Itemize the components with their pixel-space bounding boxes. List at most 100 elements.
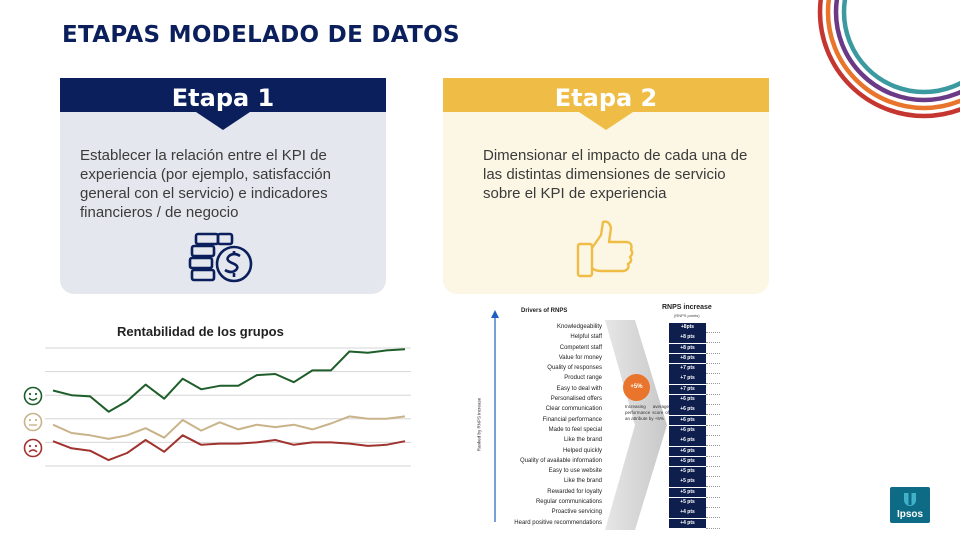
rnps-row-divider — [706, 404, 720, 406]
stage2-description: Dimensionar el impacto de cada una de la… — [483, 147, 748, 202]
rnps-row-value: +8 pts — [669, 353, 706, 364]
chart-series-line-1 — [52, 348, 406, 413]
ipsos-logo-mark — [904, 493, 916, 506]
ipsos-logo: Ipsos — [890, 487, 930, 523]
rnps-row-value: +8 pts — [669, 333, 706, 343]
rnps-row: Value for money +8 pts — [480, 353, 720, 364]
rnps-row-label: Helped quickly — [562, 447, 602, 454]
rnps-row: Proactive servicing +4 pts — [480, 508, 720, 519]
stage1-header: Etapa 1 — [60, 78, 386, 132]
rnps-row-value: +5 pts — [669, 467, 706, 477]
rnps-note: Increasing average performance score of … — [625, 404, 669, 421]
rnps-row-divider — [706, 527, 720, 529]
chart-series-line-2 — [52, 415, 406, 440]
rnps-row-divider — [706, 362, 720, 364]
rnps-drivers-header: Drivers of RNPS — [521, 308, 568, 314]
rnps-row-value: +8 pts — [669, 343, 706, 354]
rnps-row-divider — [706, 352, 720, 354]
rnps-row: Easy to deal with +7 pts — [480, 384, 720, 395]
stage2-card: Etapa 2 Dimensionar el impacto de cada u… — [443, 78, 769, 294]
rnps-row: Made to feel special +6 pts — [480, 425, 720, 436]
rnps-row-value: +6 pts — [669, 425, 706, 436]
rnps-row-label: Made to feel special — [548, 426, 602, 433]
rnps-row: Personalised offers +6 pts — [480, 395, 720, 406]
rnps-row: Product range +7 pts — [480, 374, 720, 385]
rnps-increase-badge: +5% — [623, 374, 650, 401]
rnps-increase-header: RNPS increase — [662, 304, 712, 311]
rnps-row-value: +6 pts — [669, 405, 706, 415]
chart-series-line-3 — [52, 434, 406, 462]
rnps-row-value: +5 pts — [669, 456, 706, 467]
rnps-row-divider — [706, 486, 720, 488]
rnps-row: Like the brand +5 pts — [480, 477, 720, 488]
rnps-row-label: Quality of available information — [519, 457, 602, 464]
ipsos-logo-text: Ipsos — [896, 509, 924, 520]
rnps-row: Regular communications +5 pts — [480, 498, 720, 509]
rnps-row-divider — [706, 393, 720, 395]
rnps-row-divider — [706, 445, 720, 447]
rnps-row-label: Helpful staff — [570, 334, 602, 341]
rnps-row-value: +6 pts — [669, 436, 706, 446]
rnps-row-label: Like the brand — [563, 437, 602, 444]
rnps-row: Quality of responses +7 pts — [480, 364, 720, 375]
rnps-row: Clear communication +6 pts — [480, 405, 720, 416]
rnps-row-divider — [706, 373, 720, 375]
rnps-row: Quality of available information +5 pts — [480, 456, 720, 467]
rnps-row: Easy to use website +5 pts — [480, 467, 720, 478]
rnps-row-value: +6 pts — [669, 446, 706, 457]
stage1-card: Etapa 1 Establecer la relación entre el … — [60, 78, 386, 294]
decorative-arcs — [817, 0, 960, 119]
rnps-row-label: Regular communications — [535, 499, 602, 506]
rnps-row-divider — [706, 424, 720, 426]
rnps-row-divider — [706, 476, 720, 478]
chevron-arrow-shape — [605, 320, 667, 530]
rnps-increase-subheader: (RNPS points) — [674, 313, 700, 318]
rnps-row-value: +5 pts — [669, 498, 706, 508]
rnps-row-divider — [706, 332, 720, 333]
rnps-row-label: Quality of responses — [547, 365, 602, 372]
money-stack-icon — [188, 232, 253, 283]
rnps-row-value: +5 pts — [669, 477, 706, 488]
page-title: ETAPAS MODELADO DE DATOS — [62, 22, 460, 48]
rnps-row-label: Knowledgeability — [556, 324, 602, 330]
happy-face-icon — [23, 386, 43, 406]
rnps-row: Like the brand +6 pts — [480, 436, 720, 447]
rnps-row-value: +8pts — [669, 323, 706, 333]
rnps-row-value: +7 pts — [669, 374, 706, 385]
stage1-label: Etapa 1 — [171, 84, 275, 112]
rnps-row: Financial performance +6 pts — [480, 415, 720, 426]
rnps-row-label: Easy to use website — [548, 468, 602, 475]
rnps-row-label: Heard positive recommendations — [514, 519, 602, 526]
rnps-row-label: Easy to deal with — [556, 385, 602, 392]
rnps-driver-table: Ranked by RNPS increase Drivers of RNPS … — [476, 302, 720, 530]
rnps-row: Knowledgeability +8pts — [480, 323, 720, 333]
profitability-chart-title: Rentabilidad de los grupos — [117, 324, 284, 339]
rnps-row-value: +4 pts — [669, 518, 706, 529]
rnps-row-divider — [706, 496, 720, 498]
thumbs-up-icon — [576, 220, 634, 278]
rnps-row-divider — [706, 383, 720, 385]
rnps-row-label: Like the brand — [563, 478, 602, 485]
stage1-description: Establecer la relación entre el KPI de e… — [80, 147, 331, 221]
rnps-row-label: Product range — [564, 375, 602, 382]
rnps-row: Heard positive recommendations +4 pts — [480, 518, 720, 529]
rnps-row-value: +6 pts — [669, 415, 706, 426]
rnps-row-label: Value for money — [558, 354, 602, 361]
rnps-row-divider — [706, 507, 720, 509]
rnps-row-label: Proactive servicing — [551, 509, 602, 516]
profitability-line-chart — [45, 347, 411, 467]
rnps-row-label: Financial performance — [542, 416, 602, 423]
rnps-row-divider — [706, 455, 720, 457]
rnps-row-divider — [706, 342, 720, 344]
neutral-face-icon — [23, 412, 43, 432]
rnps-row-value: +7 pts — [669, 384, 706, 395]
rnps-row-divider — [706, 465, 720, 467]
rnps-row-label: Rewarded for loyalty — [547, 488, 602, 495]
rnps-row-value: +5 pts — [669, 487, 706, 498]
rnps-row-value: +4 pts — [669, 508, 706, 518]
rnps-row-divider — [706, 414, 720, 416]
rnps-row: Rewarded for loyalty +5 pts — [480, 487, 720, 498]
rnps-row: Competent staff +8 pts — [480, 343, 720, 354]
rnps-row: Helped quickly +6 pts — [480, 446, 720, 457]
sad-face-icon — [23, 438, 43, 458]
